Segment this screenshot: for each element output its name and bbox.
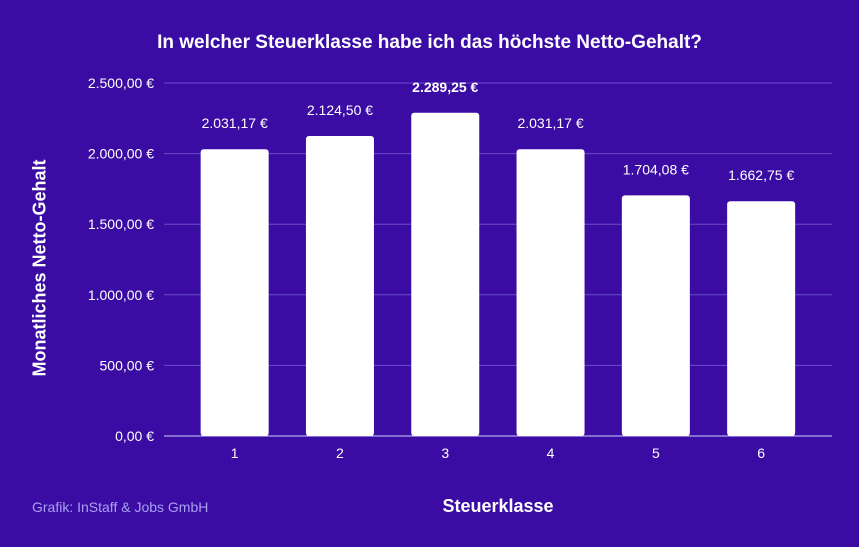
x-tick-label: 5 bbox=[652, 445, 660, 461]
y-tick-label: 2.500,00 € bbox=[88, 75, 154, 91]
x-axis-label: Steuerklasse bbox=[442, 496, 554, 516]
chart-title: In welcher Steuerklasse habe ich das höc… bbox=[157, 32, 702, 53]
data-label: 2.031,17 € bbox=[517, 115, 583, 131]
bar bbox=[727, 201, 796, 436]
data-label: 2.124,50 € bbox=[307, 102, 373, 118]
x-tick-label: 2 bbox=[336, 445, 344, 461]
bar bbox=[411, 112, 480, 436]
bar bbox=[200, 149, 269, 436]
x-tick-label: 4 bbox=[547, 445, 555, 461]
data-label: 1.662,75 € bbox=[728, 167, 794, 183]
data-label: 1.704,08 € bbox=[623, 161, 689, 177]
bar bbox=[305, 136, 374, 436]
bar bbox=[516, 149, 585, 436]
y-tick-label: 1.000,00 € bbox=[88, 287, 154, 303]
data-label: 2.289,25 € bbox=[412, 79, 478, 95]
y-tick-label: 2.000,00 € bbox=[88, 146, 154, 162]
y-tick-label: 500,00 € bbox=[100, 357, 155, 373]
bar bbox=[621, 195, 690, 436]
y-tick-label: 1.500,00 € bbox=[88, 216, 154, 232]
x-tick-label: 6 bbox=[757, 445, 765, 461]
credit-text: Grafik: InStaff & Jobs GmbH bbox=[32, 499, 209, 515]
x-tick-label: 1 bbox=[231, 445, 239, 461]
data-label: 2.031,17 € bbox=[202, 115, 268, 131]
x-tick-label: 3 bbox=[441, 445, 449, 461]
y-tick-label: 0,00 € bbox=[115, 428, 154, 444]
